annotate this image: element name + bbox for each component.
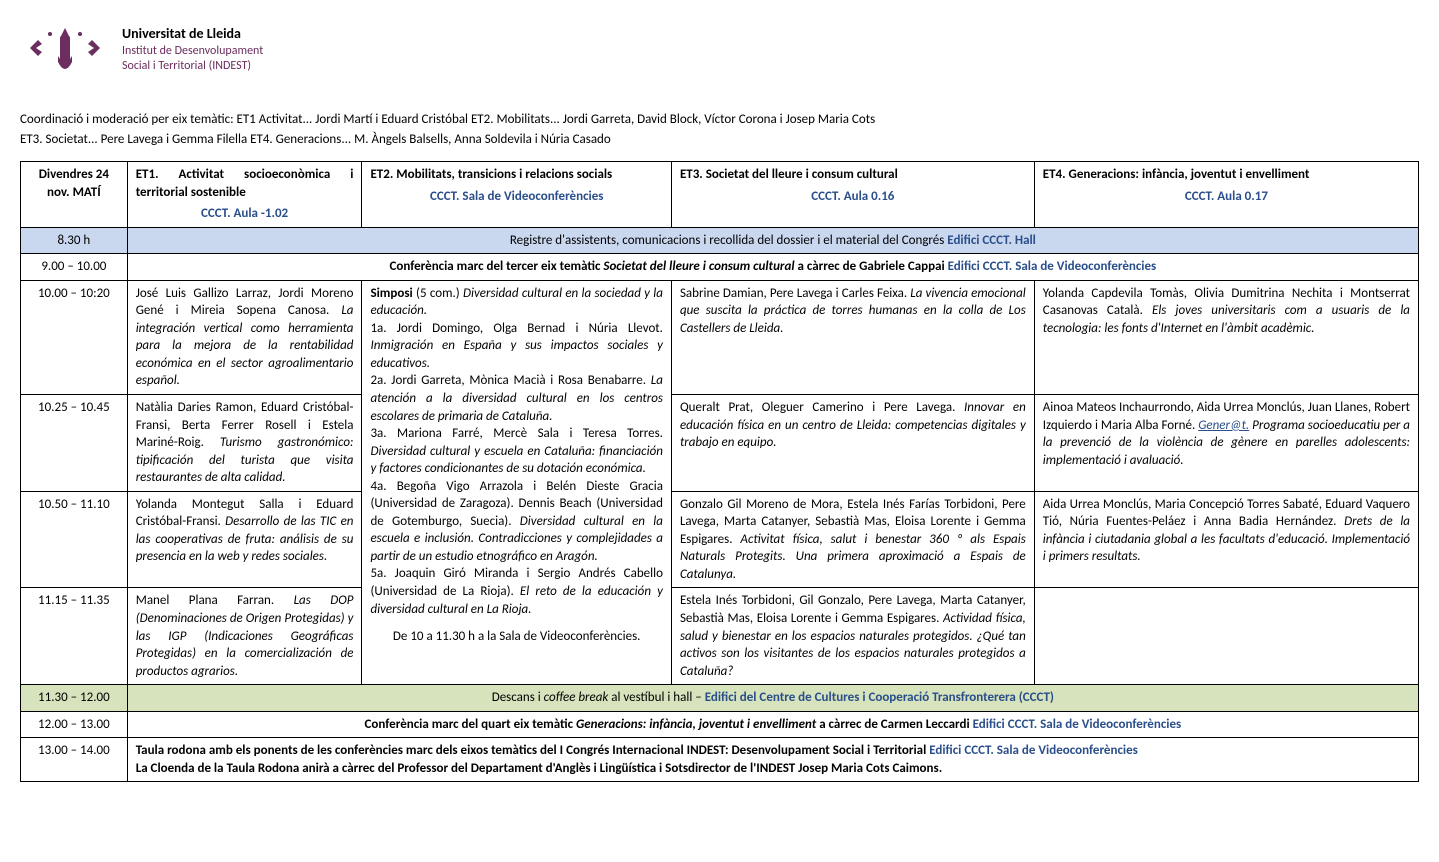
org-line2: Institut de Desenvolupament <box>122 44 263 60</box>
r6-c4-empty <box>1034 588 1418 685</box>
hdr-et1-title: ET1. Activitat socioeconòmica i territor… <box>136 166 354 201</box>
r2-pre: Conferència marc del tercer eix temàtic <box>389 259 603 274</box>
r2-content: Conferència marc del tercer eix temàtic … <box>127 254 1418 281</box>
hdr-day: Divendres 24 nov. MATÍ <box>21 162 128 228</box>
r9-l2: La Cloenda de la Taula Rodona anirà a cà… <box>136 760 1410 778</box>
r2-post: a càrrec de Gabriele Cappai <box>795 259 948 274</box>
hdr-et4: ET4. Generacions: infància, joventut i e… <box>1034 162 1418 228</box>
r3-c1: José Luis Gallizo Larraz, Jordi Moreno G… <box>127 280 362 394</box>
org-line3: Social i Territorial (INDEST) <box>122 59 263 75</box>
r9-content: Taula rodona amb els ponents de les conf… <box>127 738 1418 782</box>
r4-c3-auth: Queralt Prat, Oleguer Camerino i Pere La… <box>680 400 964 415</box>
r8-post: a càrrec de Carmen Leccardi <box>816 717 972 732</box>
c2-p1a: Simposi <box>370 286 412 301</box>
r4-c1: Natàlia Daries Ramon, Eduard Cristóbal-F… <box>127 395 362 492</box>
intro-line2: ET3. Societat... Pere Lavega i Gemma Fil… <box>20 130 1419 150</box>
r1-content: Registre d'assistents, comunicacions i r… <box>127 227 1418 254</box>
hdr-et4-title: ET4. Generacions: infància, joventut i e… <box>1043 166 1410 184</box>
org-name-block: Universitat de Lleida Institut de Desenv… <box>122 25 263 74</box>
r8-time: 12.00 – 13.00 <box>21 711 128 738</box>
c2-p2a: 1a. Jordi Domingo, Olga Bernad i Núria L… <box>370 321 662 336</box>
schedule-table: Divendres 24 nov. MATÍ ET1. Activitat so… <box>20 161 1419 782</box>
r7-content: Descans i coffee break al vestíbul i hal… <box>127 685 1418 712</box>
r2-loc: Edifici CCCT. Sala de Videoconferències <box>948 259 1157 274</box>
row-conf2: 12.00 – 13.00 Conferència marc del quart… <box>21 711 1419 738</box>
r4-time: 10.25 – 10.45 <box>21 395 128 492</box>
header-row: Divendres 24 nov. MATÍ ET1. Activitat so… <box>21 162 1419 228</box>
r5-time: 10.50 – 11.10 <box>21 491 128 588</box>
c2-p4b: Diversidad cultural y escuela en Cataluñ… <box>370 444 662 477</box>
hdr-et2: ET2. Mobilitats, transicions i relacions… <box>362 162 671 228</box>
r9-l1a: Taula rodona amb els ponents de les conf… <box>136 743 930 758</box>
r9-l1loc: Edifici CCCT. Sala de Videoconferències <box>929 743 1138 758</box>
r2-time: 9.00 – 10.00 <box>21 254 128 281</box>
r3-time: 10.00 – 10:20 <box>21 280 128 394</box>
hdr-et2-title: ET2. Mobilitats, transicions i relacions… <box>370 166 662 184</box>
r6-c1: Manel Plana Farran. Las DOP (Denominacio… <box>127 588 362 685</box>
r4-c4: Ainoa Mateos Inchaurrondo, Aida Urrea Mo… <box>1034 395 1418 492</box>
org-line1: Universitat de Lleida <box>122 25 263 43</box>
row-slot3: 10.50 – 11.10 Yolanda Montegut Salla i E… <box>21 491 1419 588</box>
row-registration: 8.30 h Registre d'assistents, comunicaci… <box>21 227 1419 254</box>
r2-it: Societat del lleure i consum cultural <box>603 259 794 274</box>
hdr-et1: ET1. Activitat socioeconòmica i territor… <box>127 162 362 228</box>
r3-c3: Sabrine Damian, Pere Lavega i Carles Fei… <box>671 280 1034 394</box>
c2-p3a: 2a. Jordi Garreta, Mònica Macià i Rosa B… <box>370 373 650 388</box>
row-roundtable: 13.00 – 14.00 Taula rodona amb els ponen… <box>21 738 1419 782</box>
page-header: Universitat de Lleida Institut de Desenv… <box>20 20 1419 80</box>
row-conf1: 9.00 – 10.00 Conferència marc del tercer… <box>21 254 1419 281</box>
r7-post: al vestíbul i hall – <box>608 690 704 705</box>
c2-merged: Simposi (5 com.) Diversidad cultural en … <box>362 280 671 684</box>
hdr-et3: ET3. Societat del lleure i consum cultur… <box>671 162 1034 228</box>
row-break: 11.30 – 12.00 Descans i coffee break al … <box>21 685 1419 712</box>
row-slot2: 10.25 – 10.45 Natàlia Daries Ramon, Edua… <box>21 395 1419 492</box>
r3-c1-auth: José Luis Gallizo Larraz, Jordi Moreno G… <box>136 286 354 319</box>
r4-c4-link: Gener@t. <box>1198 418 1249 433</box>
r3-c4: Yolanda Capdevila Tomàs, Olivia Dumitrin… <box>1034 280 1418 394</box>
hdr-et2-loc: CCCT. Sala de Videoconferències <box>370 188 662 206</box>
r1-time: 8.30 h <box>21 227 128 254</box>
hdr-et3-loc: CCCT. Aula 0.16 <box>680 188 1026 206</box>
c2-p2b: Inmigración en España y sus impactos soc… <box>370 338 662 371</box>
intro-block: Coordinació i moderació per eix temàtic:… <box>20 110 1419 149</box>
r7-pre: Descans i <box>492 690 544 705</box>
udl-logo-icon <box>20 20 110 80</box>
row-slot4: 11.15 – 11.35 Manel Plana Farran. Las DO… <box>21 588 1419 685</box>
r8-content: Conferència marc del quart eix temàtic G… <box>127 711 1418 738</box>
row-slot1: 10.00 – 10:20 José Luis Gallizo Larraz, … <box>21 280 1419 394</box>
r6-c3: Estela Inés Torbidoni, Gil Gonzalo, Pere… <box>671 588 1034 685</box>
r8-it: Generacions: infància, joventut i envell… <box>576 717 816 732</box>
hdr-et3-title: ET3. Societat del lleure i consum cultur… <box>680 167 898 182</box>
hdr-et1-loc: CCCT. Aula -1.02 <box>136 205 354 223</box>
r1-text: Registre d'assistents, comunicacions i r… <box>510 233 947 248</box>
c2-note: De 10 a 11.30 h a la Sala de Videoconfer… <box>370 628 662 646</box>
r5-c3: Gonzalo Gil Moreno de Mora, Estela Inés … <box>671 491 1034 588</box>
r8-loc: Edifici CCCT. Sala de Videoconferències <box>973 717 1182 732</box>
r7-time: 11.30 – 12.00 <box>21 685 128 712</box>
r4-c3: Queralt Prat, Oleguer Camerino i Pere La… <box>671 395 1034 492</box>
r5-c1: Yolanda Montegut Salla i Eduard Cristóba… <box>127 491 362 588</box>
r9-time: 13.00 – 14.00 <box>21 738 128 782</box>
r7-loc: Edifici del Centre de Cultures i Coopera… <box>705 690 1054 705</box>
r7-it: coffee break <box>544 690 609 705</box>
r8-pre: Conferència marc del quart eix temàtic <box>365 717 577 732</box>
r1-loc: Edifici CCCT. Hall <box>947 233 1036 248</box>
c2-p1b: (5 com.) <box>413 286 463 301</box>
r3-c3-auth: Sabrine Damian, Pere Lavega i Carles Fei… <box>680 286 910 301</box>
r6-time: 11.15 – 11.35 <box>21 588 128 685</box>
hdr-et4-loc: CCCT. Aula 0.17 <box>1043 188 1410 206</box>
intro-line1: Coordinació i moderació per eix temàtic:… <box>20 110 1419 130</box>
r6-c1-auth: Manel Plana Farran. <box>136 593 294 608</box>
r5-c4: Aida Urrea Monclús, Maria Concepció Torr… <box>1034 491 1418 588</box>
c2-p4a: 3a. Mariona Farré, Mercè Sala i Teresa T… <box>370 426 662 441</box>
